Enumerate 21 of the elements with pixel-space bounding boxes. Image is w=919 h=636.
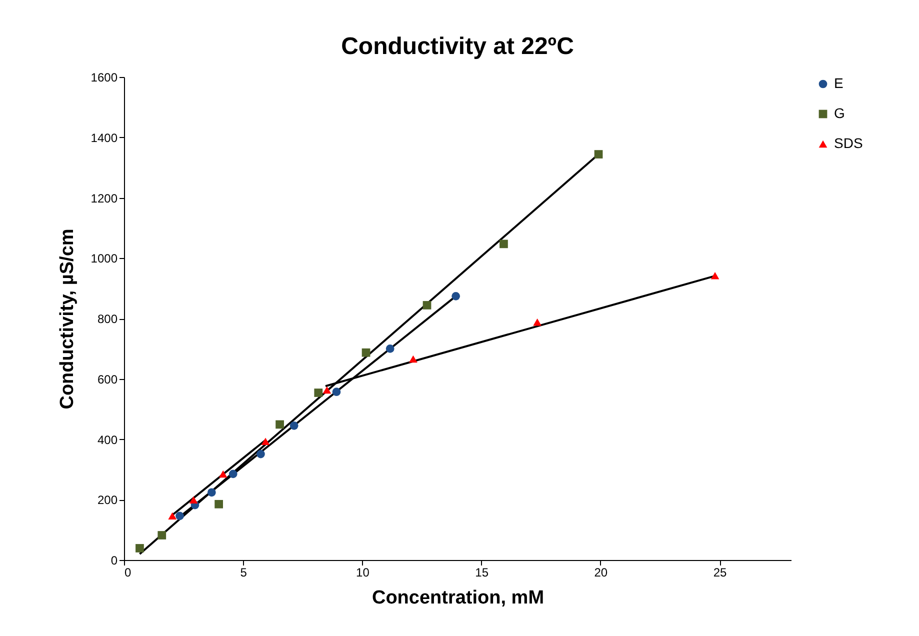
x-tick-label: 0 xyxy=(124,566,132,580)
x-tick-label: 10 xyxy=(356,566,370,580)
y-tick-label: 800 xyxy=(97,312,118,326)
y-tick-label: 600 xyxy=(97,372,118,386)
y-tick-label: 1600 xyxy=(90,70,118,84)
y-tick-label: 200 xyxy=(97,493,118,508)
x-tick-label: 5 xyxy=(240,566,248,580)
x-tick-label: 20 xyxy=(594,566,608,580)
legend-label: E xyxy=(834,75,844,91)
x-axis-title: Concentration, mM xyxy=(372,588,544,608)
x-tick-label: 15 xyxy=(475,566,489,580)
y-tick-label: 400 xyxy=(97,432,118,447)
y-tick-label: 1400 xyxy=(90,130,118,145)
y-tick-label: 0 xyxy=(110,554,118,568)
legend-label: SDS xyxy=(834,135,863,151)
chart-title: Conductivity at 22ºC xyxy=(341,33,574,60)
y-tick-label: 1000 xyxy=(90,252,118,266)
y-tick-label: 1200 xyxy=(90,191,118,206)
x-tick-label: 25 xyxy=(713,566,728,580)
y-axis-title: Conductivity, µS/cm xyxy=(56,228,78,410)
legend-label: G xyxy=(834,105,845,121)
